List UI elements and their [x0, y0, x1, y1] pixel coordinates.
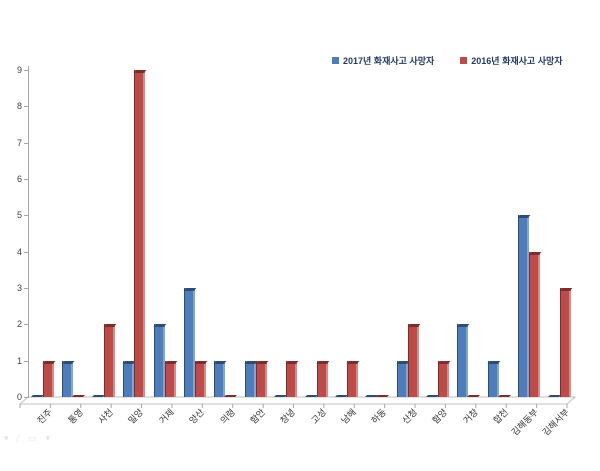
y-axis-tick [24, 143, 28, 144]
y-axis [28, 66, 29, 398]
y-axis-tick [24, 106, 28, 107]
bar-side-face [466, 327, 469, 397]
y-tick-label: 8 [16, 101, 22, 111]
bar-2016-cat10 [346, 361, 360, 397]
bar-2017-cat7 [244, 361, 258, 397]
bar-side-face [112, 327, 115, 397]
bar-side-face [527, 218, 530, 397]
y-tick-label: 1 [16, 356, 22, 366]
y-tick-label: 5 [16, 210, 22, 220]
bar-2017-cat1 [61, 361, 75, 397]
watermark-glyphs: ▾ ∕ ▭ ▾ [4, 434, 50, 443]
bar-2016-cat13 [437, 361, 451, 397]
y-axis-tick [24, 215, 28, 216]
y-axis-tick [24, 288, 28, 289]
bar-side-face [538, 255, 541, 397]
watermark-glyph-4: ▾ [45, 433, 51, 443]
watermark-glyph-3: ▭ [28, 433, 37, 443]
y-tick-label: 3 [16, 283, 22, 293]
bar-side-face [568, 291, 571, 397]
bar-side-face [295, 364, 298, 397]
bar-2016-cat15 [497, 395, 511, 397]
bar-side-face [132, 364, 135, 397]
y-axis-tick [24, 361, 28, 362]
chart-floor [18, 396, 577, 408]
bar-2016-cat4 [164, 361, 178, 397]
legend-label-2016: 2016년 화재사고 사망자 [471, 56, 563, 66]
bar-2017-cat15 [487, 361, 501, 397]
bar-2016-cat8 [285, 361, 299, 397]
bar-side-face [143, 73, 146, 397]
y-tick-label: 4 [16, 247, 22, 257]
legend-swatch-2017 [332, 57, 339, 64]
legend-item-2017: 2017년 화재사고 사망자 [332, 54, 434, 67]
bar-side-face [253, 364, 256, 397]
bar-side-face [203, 364, 206, 397]
y-tick-label: 0 [16, 392, 22, 402]
bar-2017-cat4 [153, 324, 167, 397]
y-tick-label: 7 [16, 138, 22, 148]
bar-2016-cat3 [133, 70, 147, 397]
y-tick-label: 6 [16, 174, 22, 184]
bar-side-face [173, 364, 176, 397]
bar-2017-cat16 [517, 215, 531, 397]
bar-2016-cat12 [407, 324, 421, 397]
bar-2016-cat2 [103, 324, 117, 397]
bar-2016-cat0 [42, 361, 56, 397]
bar-2016-cat16 [528, 252, 542, 397]
bar-side-face [405, 364, 408, 397]
legend: 2017년 화재사고 사망자 2016년 화재사고 사망자 [332, 54, 563, 67]
bar-side-face [496, 364, 499, 397]
legend-label-2017: 2017년 화재사고 사망자 [343, 56, 435, 66]
bar-2017-cat14 [456, 324, 470, 397]
bar-2016-cat9 [316, 361, 329, 397]
bar-side-face [416, 327, 419, 397]
bar-2017-cat3 [122, 361, 136, 397]
y-tick-label: 2 [16, 319, 22, 329]
bar-side-face [52, 364, 54, 397]
watermark-glyph-2: ∕ [17, 433, 20, 443]
bar-2016-cat7 [255, 361, 269, 397]
bar-side-face [264, 364, 267, 397]
bar-2017-cat12 [396, 361, 410, 397]
legend-item-2016: 2016년 화재사고 사망자 [460, 54, 563, 67]
y-axis-tick [24, 179, 28, 180]
bar-side-face [223, 364, 226, 397]
bar-side-face [355, 364, 358, 397]
y-axis-tick [24, 70, 28, 71]
legend-swatch-2016 [460, 57, 468, 64]
bar-side-face [447, 364, 450, 397]
y-axis-tick [24, 397, 28, 398]
bar-2016-cat17 [559, 288, 573, 397]
y-axis-tick [24, 324, 28, 325]
bar-side-face [162, 327, 165, 397]
x-axis-ticks [19, 404, 568, 408]
bar-2016-cat5 [194, 361, 208, 397]
bar-2017-cat6 [213, 361, 227, 397]
y-tick-label: 9 [16, 65, 22, 75]
floor-slab [18, 396, 577, 405]
bar-side-face [325, 364, 328, 397]
bar-2017-cat5 [183, 288, 197, 397]
bar-side-face [71, 364, 74, 397]
y-axis-tick [24, 252, 28, 253]
bar-side-face [192, 291, 195, 397]
watermark-glyph-1: ▾ [4, 433, 9, 443]
